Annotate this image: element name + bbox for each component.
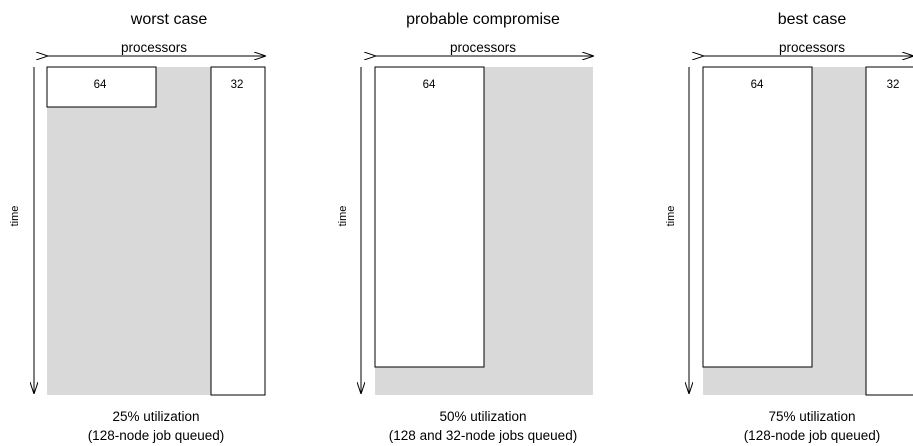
utilization-caption: 50% utilization bbox=[439, 409, 526, 424]
job-block-64 bbox=[702, 66, 813, 368]
job-label: 32 bbox=[231, 79, 244, 91]
job-label: 64 bbox=[423, 79, 436, 91]
processors-axis-label: processors bbox=[121, 40, 187, 55]
time-axis-label: time bbox=[665, 206, 677, 227]
job-label: 32 bbox=[887, 79, 900, 91]
time-axis-label: time bbox=[9, 206, 21, 227]
panel-title: best case bbox=[778, 11, 847, 28]
job-label: 64 bbox=[751, 79, 764, 91]
panel-title: probable compromise bbox=[406, 11, 560, 28]
time-axis-label: time bbox=[337, 206, 349, 227]
idle-area bbox=[47, 67, 211, 395]
job-label: 64 bbox=[94, 79, 107, 91]
job-block-64 bbox=[46, 66, 157, 108]
panel-title: worst case bbox=[130, 11, 208, 28]
queue-caption: (128-node job queued) bbox=[744, 428, 881, 443]
utilization-caption: 75% utilization bbox=[768, 409, 855, 424]
utilization-caption: 25% utilization bbox=[112, 409, 199, 424]
queue-caption: (128-node job queued) bbox=[88, 428, 225, 443]
queue-caption: (128 and 32-node jobs queued) bbox=[389, 428, 577, 443]
job-block-32 bbox=[210, 66, 266, 396]
job-block-32 bbox=[865, 66, 913, 396]
panel-best-case: best case processors 64 32 time 75% util… bbox=[665, 11, 913, 443]
processors-axis-label: processors bbox=[450, 40, 516, 55]
panel-probable-compromise: probable compromise processors 64 time 5… bbox=[337, 11, 593, 443]
job-block-64 bbox=[374, 66, 485, 368]
processors-axis-label: processors bbox=[779, 40, 845, 55]
panel-worst-case: worst case processors 64 32 time 25% uti… bbox=[9, 11, 265, 443]
